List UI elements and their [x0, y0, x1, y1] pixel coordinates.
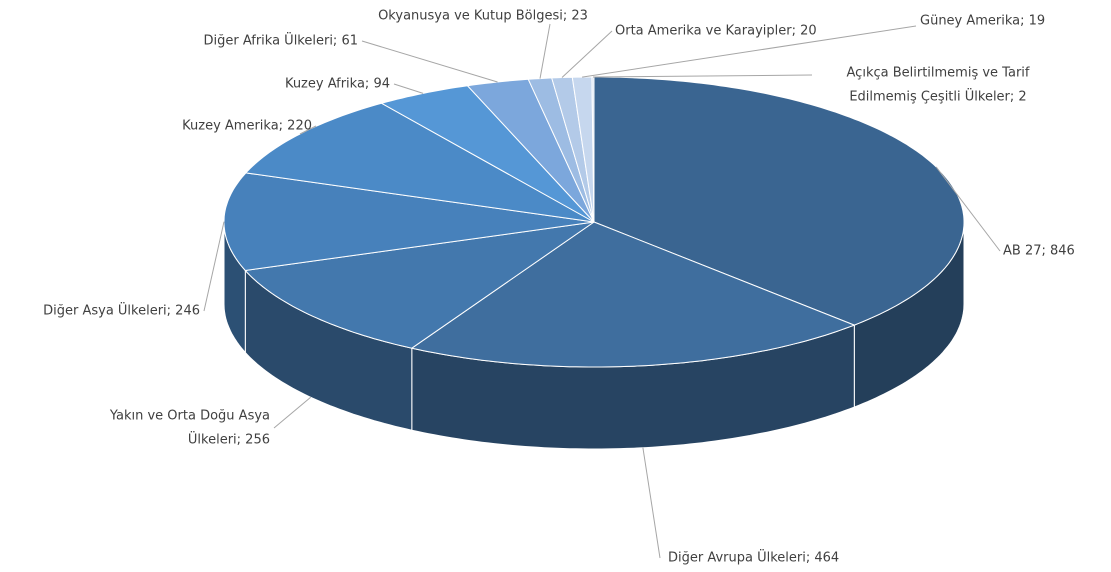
data-label: Yakın ve Orta Doğu Asya — [109, 409, 270, 424]
leader-line — [361, 40, 498, 83]
leader-line — [299, 125, 317, 135]
leader-line — [582, 25, 917, 78]
leader-line — [592, 74, 813, 78]
data-label: Kuzey Afrika; 94 — [285, 77, 390, 92]
data-label: Orta Amerika ve Karayipler; 20 — [615, 24, 817, 39]
leader-line — [273, 396, 312, 429]
data-label: Açıkça Belirtilmemiş ve Tarif — [847, 66, 1030, 81]
data-label: Edilmemiş Çeşitli Ülkeler; 2 — [849, 88, 1026, 105]
data-label: Diğer Asya Ülkeleri; 246 — [43, 302, 200, 319]
data-label: Okyanusya ve Kutup Bölgesi; 23 — [378, 9, 588, 24]
leader-line — [203, 221, 225, 312]
data-label: Diğer Afrika Ülkeleri; 61 — [203, 32, 358, 49]
pie-slice — [244, 221, 595, 349]
data-label: Ülkeleri; 256 — [188, 431, 270, 448]
pie-slice — [410, 221, 856, 368]
leader-line — [393, 83, 424, 94]
leader-line — [642, 447, 661, 559]
data-label: Kuzey Amerika; 220 — [182, 119, 312, 134]
leader-line — [561, 30, 613, 78]
leader-line — [935, 166, 1001, 252]
leader-line — [539, 23, 551, 79]
data-label: Güney Amerika; 19 — [920, 14, 1045, 29]
data-label: Diğer Avrupa Ülkeleri; 464 — [668, 549, 839, 566]
data-label: AB 27; 846 — [1003, 244, 1075, 259]
